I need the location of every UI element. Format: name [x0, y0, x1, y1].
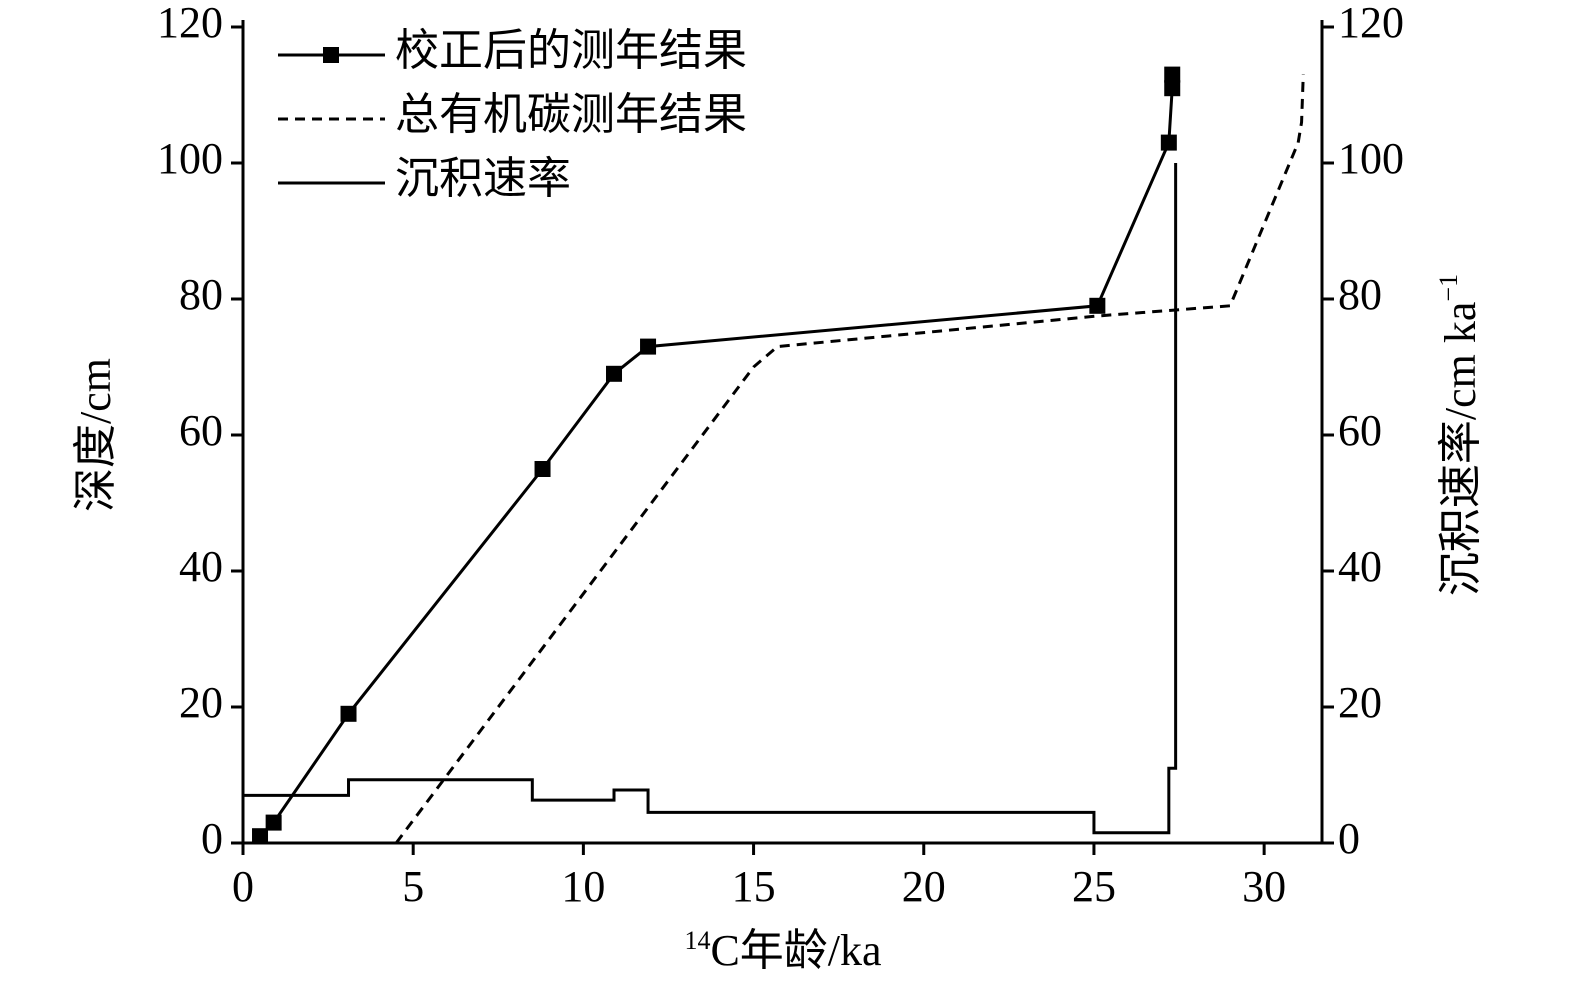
y-axis-label: 深度/cm [71, 358, 120, 512]
y2-axis-label-sup: −1 [1434, 274, 1463, 302]
y2-tick-label: 20 [1338, 678, 1382, 727]
x-tick-label: 10 [561, 862, 605, 911]
x-tick-label: 30 [1242, 862, 1286, 911]
y-tick-label: 40 [179, 542, 223, 591]
series-line [394, 74, 1305, 844]
x-axis-label-main: C年龄/ka [710, 926, 881, 975]
x-tick-label: 0 [232, 862, 254, 911]
y2-tick-label: 100 [1338, 134, 1404, 183]
marker [1160, 134, 1177, 151]
x-tick-label: 5 [402, 862, 424, 911]
y2-tick-label: 60 [1338, 406, 1382, 455]
y-tick-label: 80 [179, 270, 223, 319]
legend-marker [323, 47, 339, 63]
y-tick-label: 60 [179, 406, 223, 455]
y2-axis-label: 沉积速率/cm ka−1 [1434, 274, 1485, 596]
x-tick-label: 20 [902, 862, 946, 911]
x-tick-label: 15 [732, 862, 776, 911]
marker [1089, 297, 1106, 314]
y2-tick-label: 80 [1338, 270, 1382, 319]
y2-tick-label: 120 [1338, 0, 1404, 47]
marker [340, 705, 357, 722]
y-tick-label: 20 [179, 678, 223, 727]
y2-axis-label-main: 沉积速率/cm ka [1436, 302, 1485, 597]
marker [252, 828, 269, 845]
legend-label: 校正后的测年结果 [395, 26, 747, 75]
marker [1164, 66, 1181, 83]
legend-label: 总有机碳测年结果 [395, 90, 747, 139]
y-tick-label: 120 [157, 0, 223, 47]
series-line [258, 74, 1174, 838]
marker [534, 461, 551, 477]
x-axis-label-sup: 14 [684, 926, 710, 955]
legend-label: 沉积速率 [395, 154, 571, 203]
y2-tick-label: 0 [1338, 814, 1360, 863]
series-line [243, 163, 1178, 835]
marker [640, 338, 657, 355]
y-tick-label: 0 [201, 814, 223, 863]
y-tick-label: 100 [157, 134, 223, 183]
marker [1164, 80, 1181, 97]
marker [606, 365, 623, 382]
marker [265, 814, 282, 831]
y2-tick-label: 40 [1338, 542, 1382, 591]
x-tick-label: 25 [1072, 862, 1116, 911]
x-axis-label: 14C年龄/ka [684, 926, 881, 975]
